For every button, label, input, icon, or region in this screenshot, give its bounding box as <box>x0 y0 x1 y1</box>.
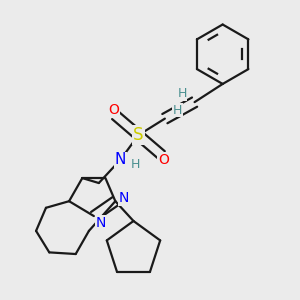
Text: H: H <box>130 158 140 171</box>
Text: N: N <box>115 152 126 167</box>
Text: O: O <box>158 153 169 167</box>
Text: S: S <box>133 126 144 144</box>
Text: H: H <box>173 104 182 117</box>
Text: O: O <box>108 103 119 117</box>
Text: N: N <box>118 191 129 205</box>
Text: H: H <box>177 87 187 101</box>
Text: N: N <box>95 216 106 230</box>
